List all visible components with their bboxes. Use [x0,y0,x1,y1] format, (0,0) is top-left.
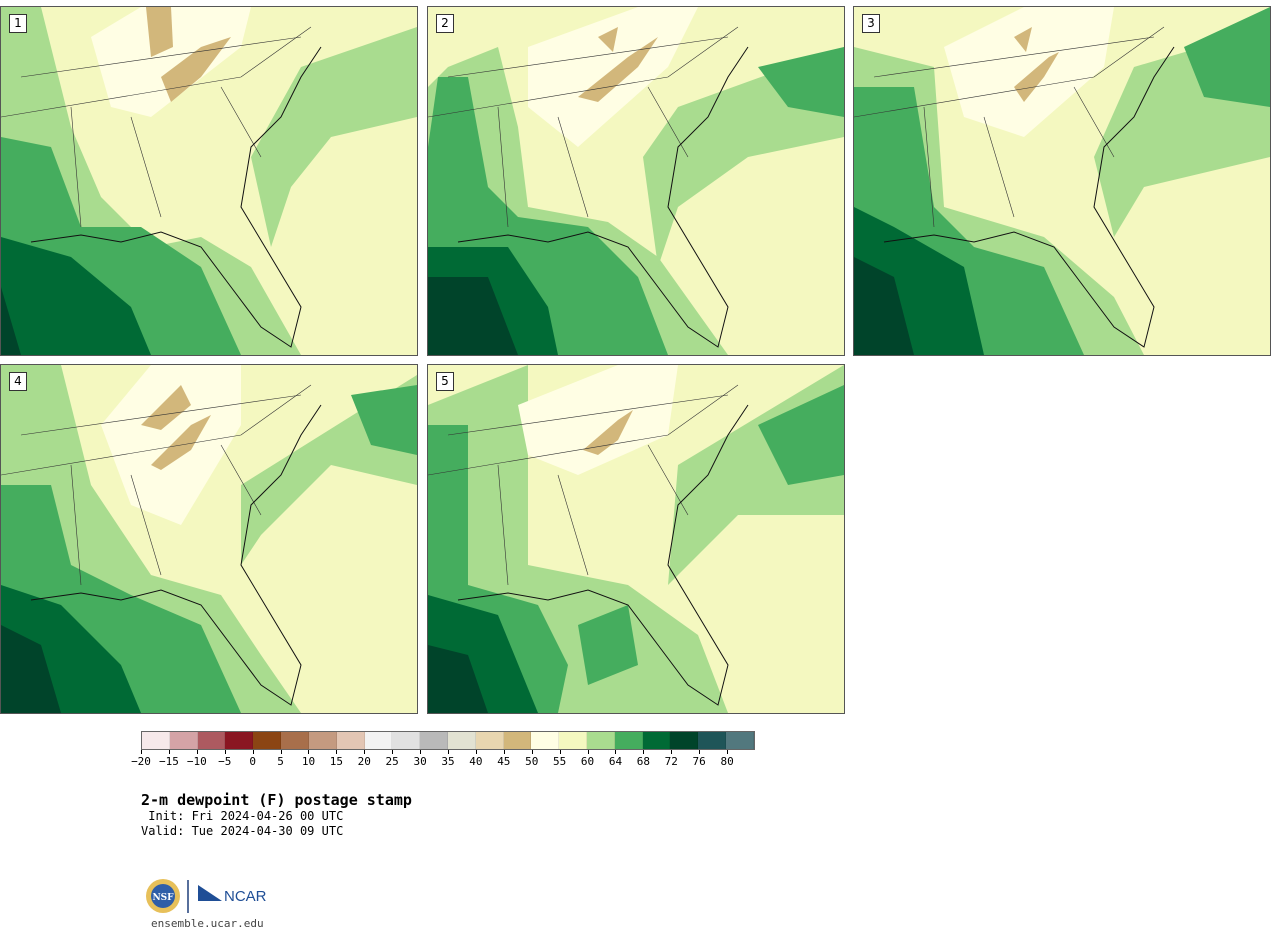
colorbar-tick [336,750,338,754]
colorbar-tick-label: −5 [218,755,232,768]
colorbar-tick [308,750,310,754]
site-url: ensemble.ucar.edu [151,917,264,930]
colorbar-swatch [197,732,226,749]
colorbar-tick [475,750,477,754]
panel-number-label: 4 [9,372,27,391]
colorbar-swatch [475,732,504,749]
dewpoint-map-3 [854,7,1270,355]
svg-text:NCAR: NCAR [224,888,267,905]
colorbar-tick [559,750,561,754]
colorbar-tick [671,750,673,754]
logos: NSF NCAR [144,877,274,917]
colorbar-tick-label: 76 [692,755,706,768]
colorbar-tick [196,750,198,754]
colorbar-swatch [364,732,393,749]
colorbar-tick-label: 50 [525,755,539,768]
colorbar-tick-label: 5 [277,755,284,768]
colorbar-tick-label: −20 [131,755,151,768]
colorbar-tick-label: 15 [329,755,343,768]
colorbar-tick [141,750,142,754]
colorbar-swatch [698,732,727,749]
postage-stamp-panel-3: 3 [853,6,1271,356]
colorbar-tick-label: 25 [385,755,399,768]
colorbar-tick [280,750,282,754]
dewpoint-map-4 [1,365,417,713]
panel-number-label: 3 [862,14,880,33]
colorbar-tick-label: 45 [497,755,511,768]
colorbar-tick-label: 0 [249,755,256,768]
colorbar-tick [364,750,366,754]
postage-stamp-panel-4: 4 [0,364,418,714]
colorbar-tick-label: 20 [357,755,371,768]
colorbar-swatch [559,732,587,749]
dewpoint-map-2 [428,7,844,355]
colorbar-swatch [253,732,282,749]
colorbar-swatch [614,732,643,749]
colorbar-tick [699,750,701,754]
colorbar-swatch [420,732,448,749]
postage-stamp-panel-1: 1 [0,6,418,356]
colorbar-tick-label: −10 [186,755,207,768]
nsf-ncar-logo: NSF NCAR [146,879,267,913]
postage-stamp-panel-5: 5 [427,364,845,714]
dewpoint-map-5 [428,365,844,713]
colorbar-tick [448,750,449,754]
postage-stamp-panel-2: 2 [427,6,845,356]
colorbar-swatch [392,732,421,749]
svg-text:NSF: NSF [152,893,174,903]
panel-number-label: 5 [436,372,454,391]
colorbar-tick-label: −15 [158,755,179,768]
colorbar-tick [727,750,729,754]
colorbar-tick [615,750,617,754]
colorbar-ticks: −20 −15 −10 −5 0 5 10 15 20 25 30 35 40 45 50 55 60 64 68 7… [131,750,755,770]
colorbar-swatch [281,732,309,749]
colorbar-tick-label: 64 [608,755,623,768]
colorbar-tick-label: 10 [301,755,316,768]
colorbar-swatch [142,732,170,749]
colorbar-swatch [503,732,532,749]
colorbar-swatch [642,732,671,749]
colorbar-swatch [670,732,699,749]
colorbar-swatch [531,732,560,749]
colorbar-tick [503,750,505,754]
init-time: Init: Fri 2024-04-26 00 UTC [141,809,344,823]
ncar-logo-icon: NCAR [198,885,267,905]
dewpoint-map-1 [1,7,417,355]
colorbar-swatch [726,732,754,749]
colorbar-swatch [447,732,476,749]
panel-number-label: 1 [9,14,27,33]
plot-title: 2-m dewpoint (F) postage stamp [141,791,412,809]
colorbar-tick [643,750,645,754]
colorbar-tick [224,750,226,754]
panel-number-label: 2 [436,14,454,33]
colorbar-tick-label: 35 [441,755,455,768]
colorbar-swatch [225,732,254,749]
nsf-logo-icon: NSF [146,879,180,913]
colorbar-tick [168,750,170,754]
colorbar-tick-label: 30 [413,755,427,768]
colorbar-tick [587,750,589,754]
colorbar-swatch [169,732,198,749]
colorbar-tick-label: 40 [469,755,483,768]
colorbar-tick [252,750,254,754]
colorbar-swatch [587,732,615,749]
colorbar-tick-label: 55 [553,755,567,768]
colorbar-tick-label: 80 [720,755,734,768]
colorbar-tick-label: 68 [636,755,650,768]
colorbar-tick [392,750,394,754]
colorbar-swatch [336,732,365,749]
dewpoint-colorbar [141,731,755,750]
colorbar-tick-label: 60 [580,755,595,768]
colorbar-tick [420,750,422,754]
valid-time: Valid: Tue 2024-04-30 09 UTC [141,824,344,838]
colorbar-tick [531,750,533,754]
colorbar-tick-label: 72 [664,755,678,768]
colorbar-swatch [308,732,337,749]
